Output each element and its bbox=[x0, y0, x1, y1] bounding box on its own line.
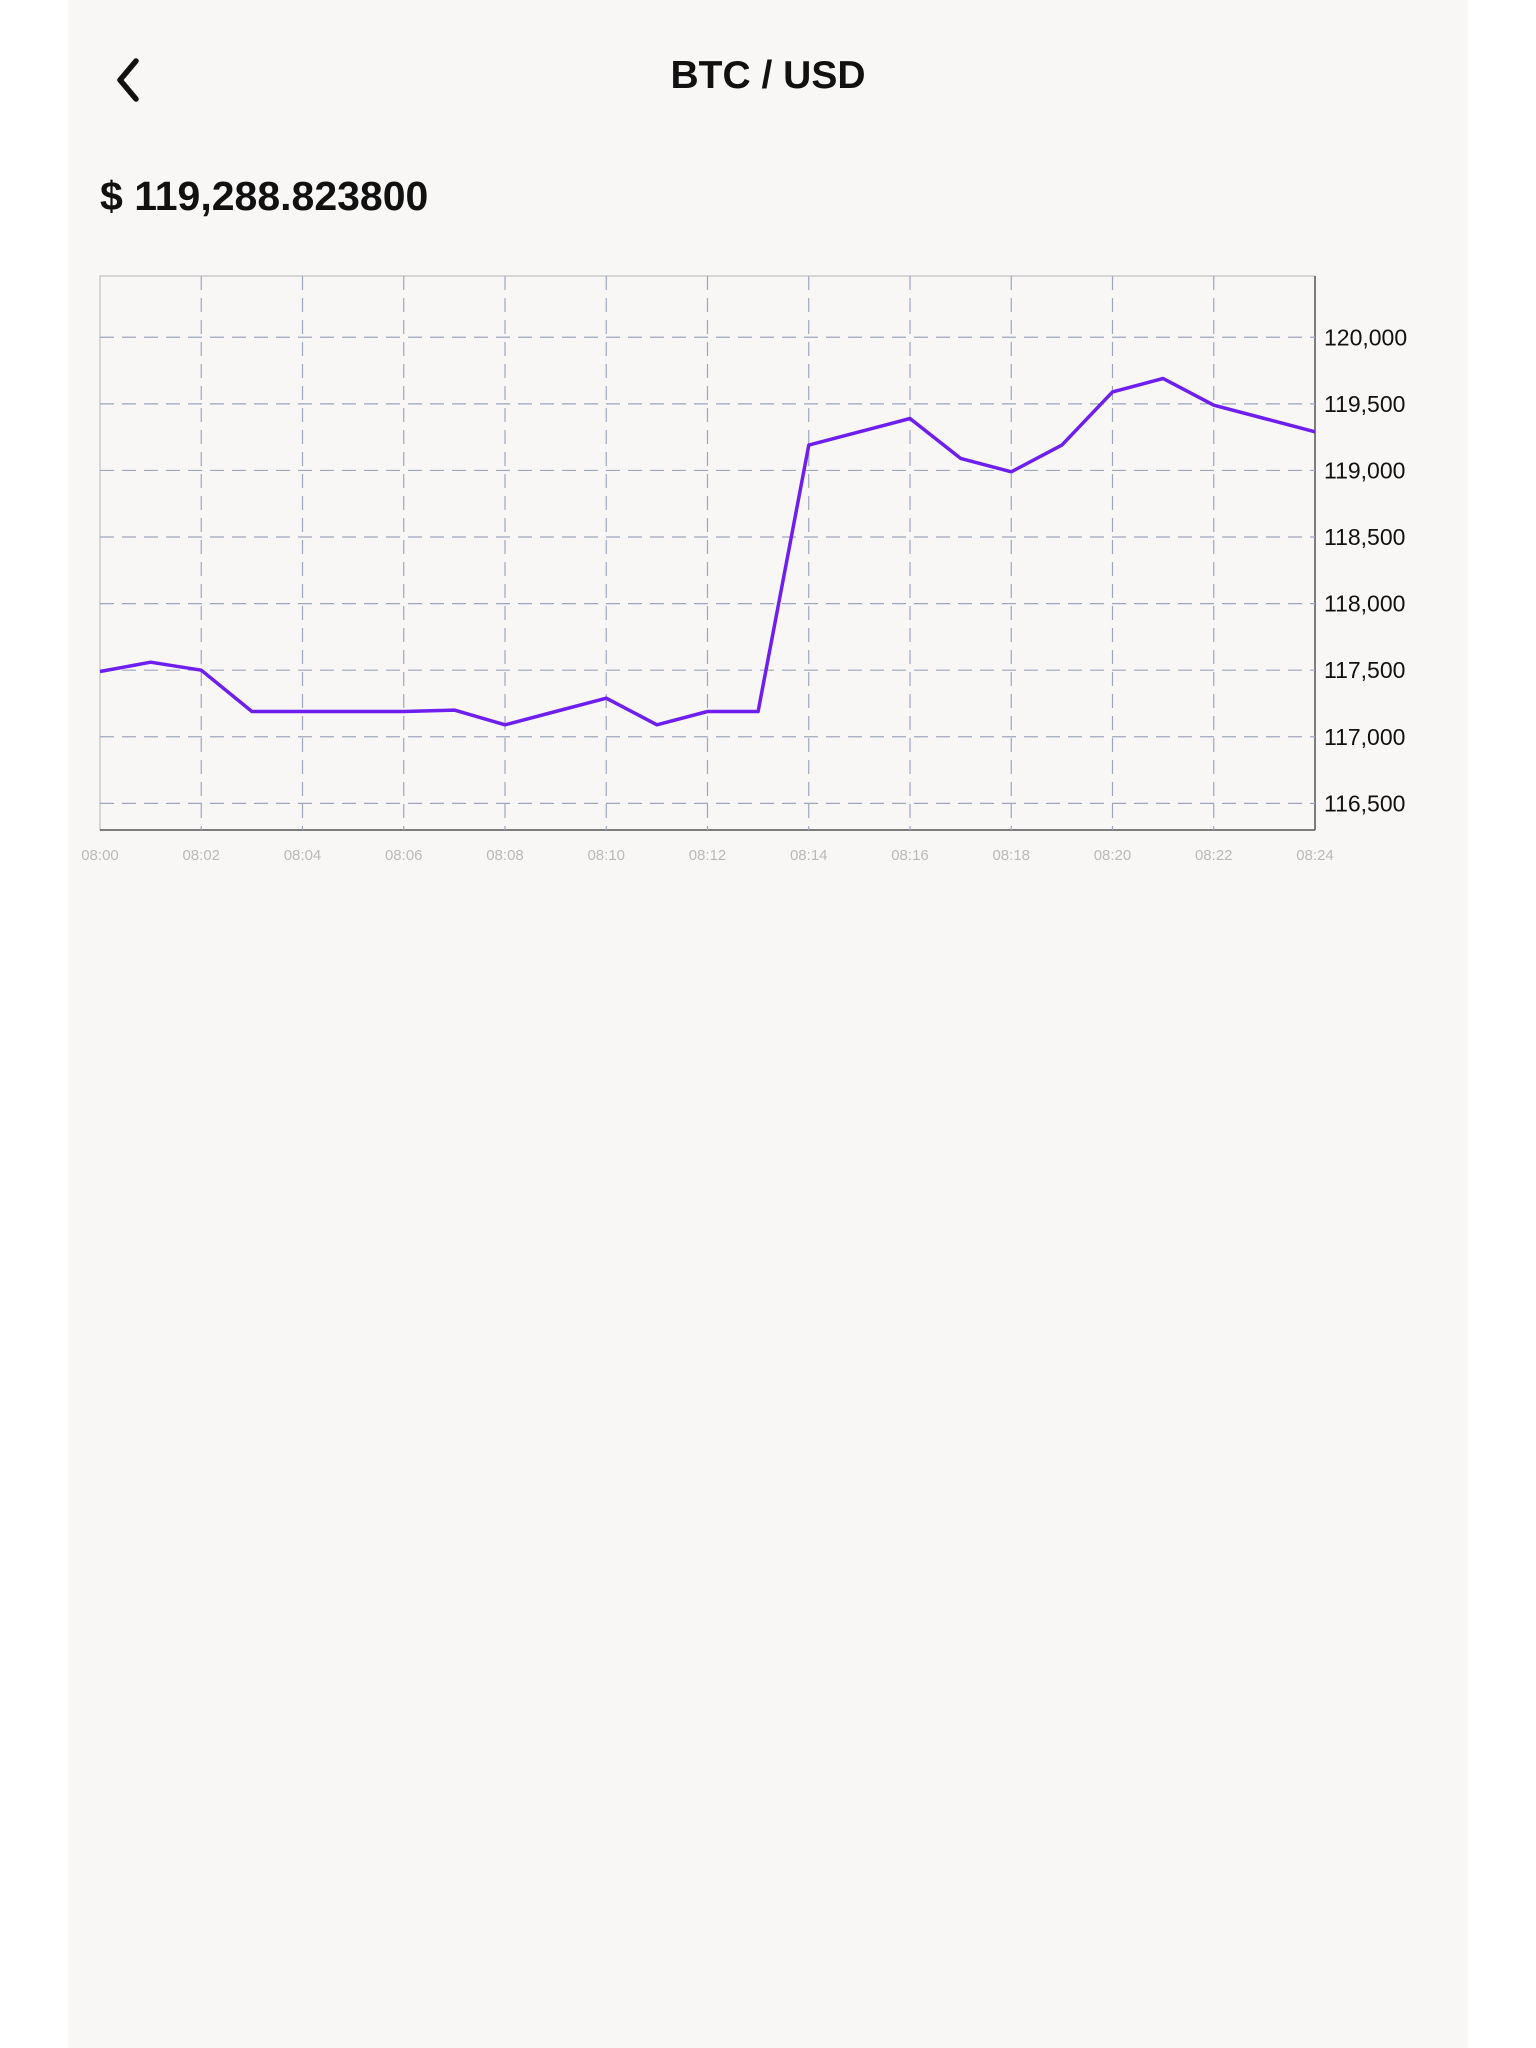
x-tick-labels: 08:00 08:02 08:04 08:06 08:08 08:10 08:12 08:14… bbox=[81, 847, 1334, 864]
y-tick-label: 119,500 bbox=[1324, 391, 1405, 417]
y-tick-label: 116,500 bbox=[1324, 790, 1405, 816]
x-tick-label: 08:14 bbox=[790, 847, 828, 864]
price-chart: 08:00 08:02 08:04 08:06 08:08 08:10 08:12 08:14… bbox=[81, 275, 1407, 864]
y-tick-label: 119,000 bbox=[1324, 457, 1405, 483]
header: BTC / USD bbox=[68, 0, 1468, 160]
y-tick-label: 118,500 bbox=[1324, 524, 1405, 550]
y-tick-labels: 120,000 119,500 119,000 118,500 118,000 117,5… bbox=[1324, 324, 1407, 816]
x-tick-label: 08:22 bbox=[1195, 847, 1233, 864]
x-tick-label: 08:04 bbox=[284, 847, 322, 864]
grid-lines bbox=[100, 276, 1315, 830]
x-tick-label: 08:00 bbox=[81, 847, 119, 864]
y-tick-label: 117,500 bbox=[1324, 657, 1405, 683]
x-tick-label: 08:20 bbox=[1094, 847, 1132, 864]
x-tick-label: 08:12 bbox=[689, 847, 727, 864]
app-screen: BTC / USD $ 119,288.823800 08:00 08:02 08:… bbox=[68, 0, 1468, 2048]
page-title: BTC / USD bbox=[670, 54, 866, 97]
x-tick-label: 08:08 bbox=[486, 847, 524, 864]
x-tick-label: 08:10 bbox=[587, 847, 625, 864]
chevron-left-icon bbox=[117, 58, 139, 102]
x-tick-label: 08:02 bbox=[182, 847, 220, 864]
price-line bbox=[99, 376, 1316, 727]
y-tick-label: 118,000 bbox=[1324, 591, 1405, 617]
back-button[interactable] bbox=[98, 50, 158, 110]
current-price: $ 119,288.823800 bbox=[100, 173, 429, 219]
x-tick-label: 08:06 bbox=[385, 847, 423, 864]
y-tick-label: 117,000 bbox=[1324, 724, 1405, 750]
x-tick-label: 08:24 bbox=[1296, 847, 1334, 864]
x-tick-label: 08:16 bbox=[891, 847, 929, 864]
y-tick-label: 120,000 bbox=[1324, 324, 1407, 350]
x-tick-label: 08:18 bbox=[992, 847, 1030, 864]
